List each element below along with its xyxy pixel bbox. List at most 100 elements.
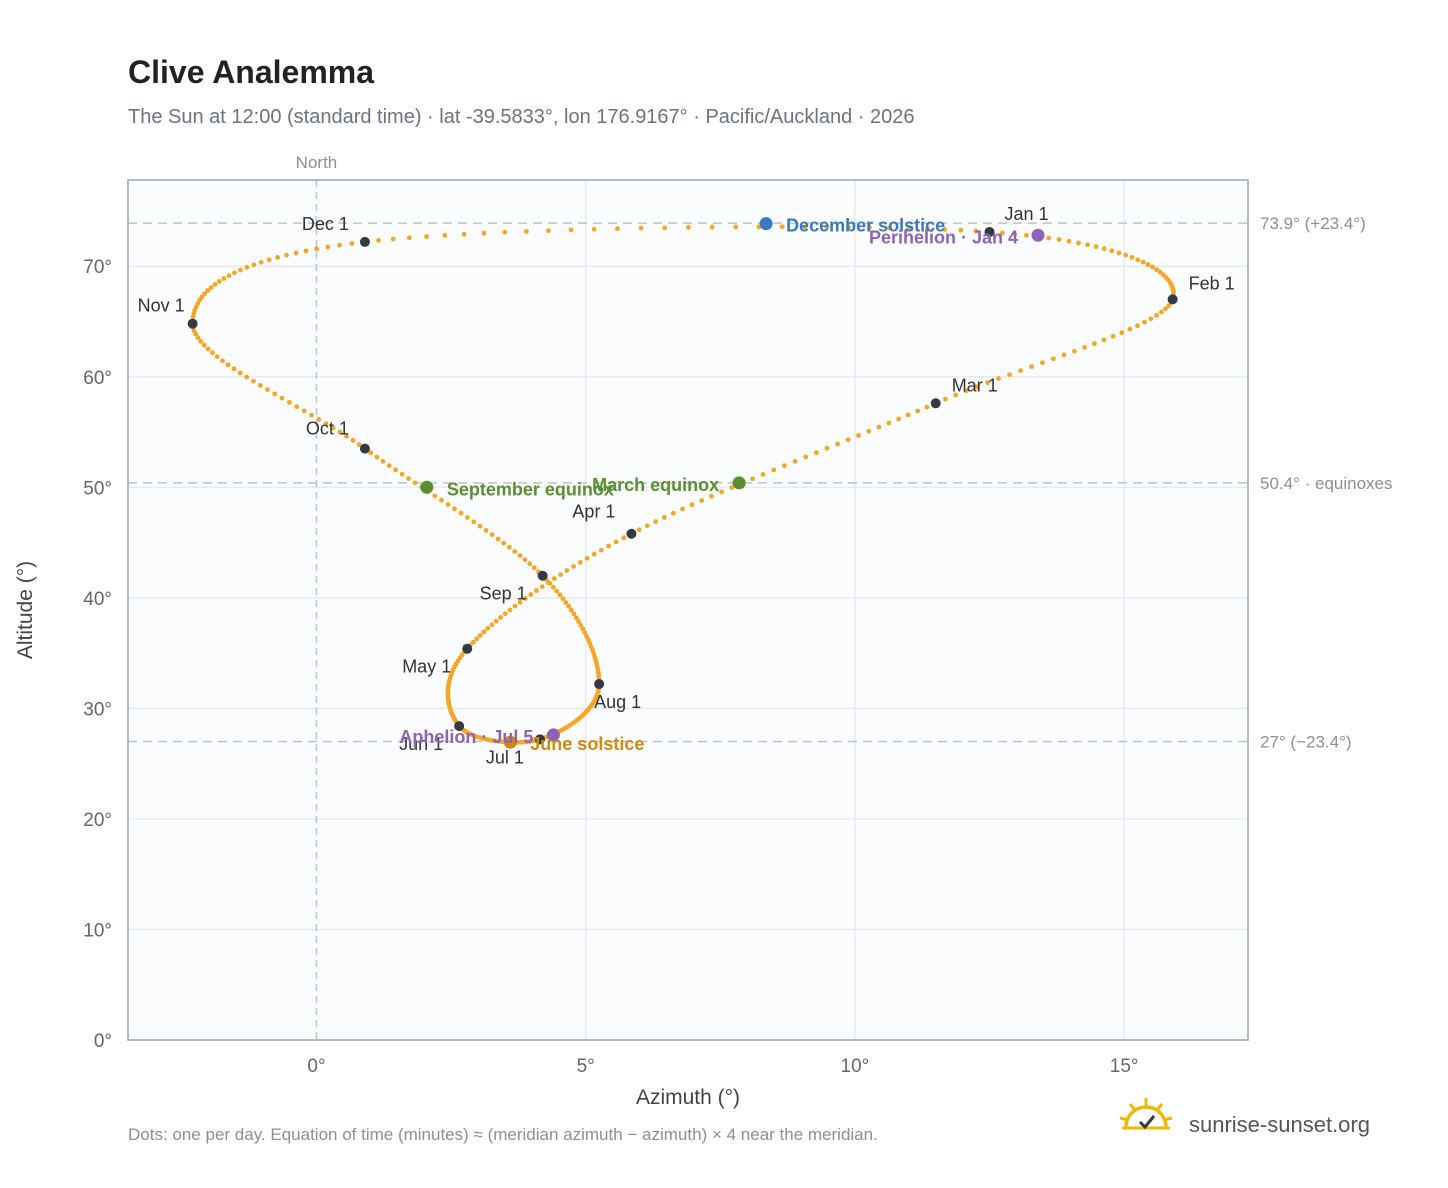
day-dot <box>216 279 222 284</box>
day-dot <box>301 408 307 414</box>
plot-frame <box>127 179 1249 1041</box>
day-dot <box>294 404 300 410</box>
day-dot <box>323 421 329 427</box>
day-dot <box>1101 246 1107 252</box>
month-label: Feb 1 <box>1189 273 1235 293</box>
y-tick-label: 20° <box>83 810 112 831</box>
day-dot <box>571 611 577 617</box>
day-dot <box>996 376 1001 382</box>
day-dot <box>661 515 667 520</box>
day-dot <box>284 252 289 258</box>
day-dot <box>303 248 309 254</box>
month-label: Jun 1 <box>399 734 443 754</box>
day-dot <box>1109 248 1115 254</box>
month-marker <box>462 643 473 654</box>
day-dot <box>1093 244 1099 250</box>
day-dot <box>803 454 809 460</box>
day-dot <box>1154 312 1159 318</box>
day-dot <box>576 619 582 624</box>
meridian-label: North <box>296 153 338 172</box>
day-dot <box>974 384 980 390</box>
day-dot <box>845 437 851 443</box>
day-dot <box>356 442 362 447</box>
event-marker <box>732 476 746 490</box>
day-dot <box>1166 303 1172 309</box>
day-dot <box>613 539 619 545</box>
day-dot <box>953 392 959 398</box>
day-dot <box>309 412 314 418</box>
day-dot <box>792 458 798 464</box>
day-dot <box>399 471 405 477</box>
day-dot <box>477 523 483 529</box>
month-label: Mar 1 <box>952 375 998 395</box>
chart-subtitle: The Sun at 12:00 (standard time) · lat -… <box>128 106 914 128</box>
day-dot <box>237 370 243 376</box>
month-marker <box>537 570 548 581</box>
brand-name[interactable]: sunrise-sunset.org <box>1189 1112 1370 1137</box>
day-dot <box>251 378 256 384</box>
day-dot <box>568 607 574 613</box>
day-dot <box>1135 323 1140 329</box>
day-dot <box>522 596 528 601</box>
day-dot <box>1012 231 1018 237</box>
day-dot <box>344 433 349 439</box>
day-dot <box>517 553 523 559</box>
day-dot <box>412 480 418 486</box>
reference-label: 73.9° (+23.4°) <box>1260 214 1366 233</box>
day-dot <box>906 225 912 231</box>
day-dot <box>485 625 491 631</box>
day-dot <box>502 229 508 235</box>
day-dot <box>337 429 343 435</box>
day-dot <box>512 549 518 554</box>
day-dot <box>550 584 556 590</box>
day-dot <box>578 622 584 628</box>
month-marker <box>1167 294 1178 305</box>
day-dot <box>201 342 207 348</box>
day-dot <box>266 257 272 263</box>
day-dot <box>539 584 545 590</box>
day-dot <box>813 450 819 455</box>
day-dot <box>1076 240 1081 246</box>
day-dot <box>386 463 392 468</box>
day-dot <box>924 226 930 232</box>
day-dot <box>265 387 270 393</box>
day-dot <box>942 227 948 232</box>
day-dot <box>582 630 588 635</box>
day-dot <box>551 576 557 582</box>
day-dot <box>1158 309 1164 315</box>
reference-lines: North 73.9° (+23.4°) 50.4° · equinoxes 27° … <box>128 153 1393 1040</box>
event-label: December solstice <box>786 216 945 236</box>
day-dot <box>584 555 590 561</box>
day-dot <box>272 391 278 397</box>
marker-labels: Jan 1 Feb 1 Mar 1 Apr 1 May 1 Jun 1 Jul 1 Aug 1… <box>138 204 1235 767</box>
day-dot <box>406 476 411 481</box>
day-dot <box>905 412 911 418</box>
day-dot <box>198 338 204 344</box>
day-dot <box>1142 319 1147 325</box>
day-dot <box>568 227 574 233</box>
month-marker <box>626 528 637 539</box>
day-dot <box>564 568 570 573</box>
day-dot <box>1127 326 1133 332</box>
brand-logo[interactable]: sunrise-sunset.org <box>1119 1098 1370 1137</box>
event-marker <box>1031 228 1045 242</box>
day-dot <box>1129 254 1135 260</box>
day-dot <box>481 629 487 635</box>
day-dot <box>522 557 528 563</box>
day-dot <box>1066 238 1072 244</box>
day-dot <box>1135 257 1141 263</box>
event-marker <box>546 728 560 742</box>
day-dot <box>424 234 429 239</box>
x-tick-label: 10° <box>841 1056 870 1077</box>
day-dot <box>963 388 969 394</box>
month-label: Dec 1 <box>302 214 349 234</box>
day-dot <box>231 366 237 372</box>
day-dot <box>598 547 604 553</box>
day-dot <box>733 224 739 230</box>
day-dot <box>866 428 872 434</box>
day-dot <box>1029 364 1034 370</box>
day-dot <box>644 523 650 529</box>
plot-area <box>128 180 1248 1040</box>
y-tick-label: 30° <box>83 699 112 720</box>
day-dot <box>512 603 518 609</box>
